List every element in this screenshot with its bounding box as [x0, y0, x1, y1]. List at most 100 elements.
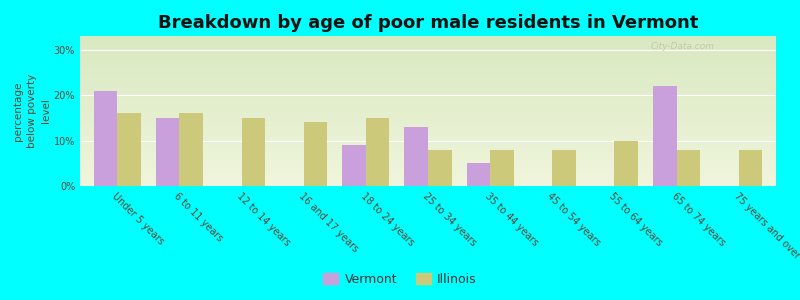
- Bar: [80, 79, 776, 80]
- Bar: [80, 130, 776, 131]
- Bar: [80, 137, 776, 139]
- Bar: [80, 62, 776, 64]
- Bar: [80, 124, 776, 125]
- Bar: [80, 166, 776, 167]
- Bar: [80, 60, 776, 61]
- Bar: [342, 145, 366, 186]
- Bar: [80, 107, 776, 109]
- Bar: [80, 171, 776, 172]
- Bar: [80, 172, 776, 173]
- Bar: [80, 134, 776, 135]
- Bar: [80, 131, 776, 132]
- Bar: [80, 118, 776, 120]
- Bar: [80, 150, 776, 151]
- Bar: [80, 128, 776, 130]
- Bar: [80, 156, 776, 157]
- Bar: [80, 85, 776, 86]
- Text: City-Data.com: City-Data.com: [650, 42, 714, 51]
- Bar: [738, 150, 762, 186]
- Legend: Vermont, Illinois: Vermont, Illinois: [318, 268, 482, 291]
- Bar: [80, 135, 776, 136]
- Bar: [80, 152, 776, 154]
- Bar: [80, 116, 776, 117]
- Bar: [80, 141, 776, 142]
- Bar: [80, 67, 776, 68]
- Bar: [80, 66, 776, 67]
- Title: Breakdown by age of poor male residents in Vermont: Breakdown by age of poor male residents …: [158, 14, 698, 32]
- Bar: [80, 87, 776, 88]
- Bar: [80, 65, 776, 66]
- Bar: [80, 184, 776, 185]
- Bar: [80, 41, 776, 42]
- Bar: [80, 157, 776, 158]
- Bar: [156, 118, 179, 186]
- Bar: [80, 120, 776, 121]
- Bar: [80, 46, 776, 47]
- Bar: [80, 88, 776, 90]
- Bar: [80, 182, 776, 184]
- Bar: [80, 148, 776, 150]
- Bar: [80, 112, 776, 113]
- Bar: [304, 122, 327, 186]
- Bar: [80, 167, 776, 169]
- Bar: [80, 142, 776, 143]
- Y-axis label: percentage
below poverty
level: percentage below poverty level: [13, 74, 51, 148]
- Bar: [80, 126, 776, 127]
- Bar: [80, 97, 776, 98]
- Bar: [80, 101, 776, 102]
- Bar: [80, 52, 776, 53]
- Bar: [80, 36, 776, 37]
- Bar: [80, 68, 776, 70]
- Bar: [80, 162, 776, 164]
- Bar: [80, 57, 776, 59]
- Bar: [80, 160, 776, 161]
- Bar: [80, 125, 776, 126]
- Bar: [80, 83, 776, 85]
- Bar: [80, 127, 776, 128]
- Bar: [80, 143, 776, 145]
- Bar: [80, 122, 776, 124]
- Bar: [80, 91, 776, 92]
- Bar: [80, 90, 776, 91]
- Bar: [80, 185, 776, 186]
- Bar: [80, 75, 776, 76]
- Bar: [80, 151, 776, 152]
- Bar: [80, 110, 776, 111]
- Bar: [80, 37, 776, 38]
- Bar: [80, 136, 776, 137]
- Bar: [80, 56, 776, 57]
- Bar: [80, 80, 776, 81]
- Bar: [80, 92, 776, 94]
- Bar: [404, 127, 428, 186]
- Bar: [80, 61, 776, 62]
- Bar: [80, 55, 776, 56]
- Bar: [80, 139, 776, 140]
- Bar: [80, 158, 776, 160]
- Bar: [80, 53, 776, 55]
- Bar: [80, 45, 776, 46]
- Bar: [80, 77, 776, 79]
- Bar: [80, 155, 776, 156]
- Bar: [80, 82, 776, 83]
- Bar: [614, 140, 638, 186]
- Bar: [80, 49, 776, 50]
- Bar: [80, 64, 776, 65]
- Bar: [80, 140, 776, 141]
- Bar: [80, 47, 776, 49]
- Bar: [80, 132, 776, 134]
- Bar: [80, 51, 776, 52]
- Bar: [80, 76, 776, 77]
- Bar: [80, 96, 776, 97]
- Bar: [94, 91, 118, 186]
- Bar: [80, 103, 776, 105]
- Bar: [80, 177, 776, 178]
- Bar: [80, 180, 776, 181]
- Bar: [118, 113, 141, 186]
- Bar: [653, 86, 677, 186]
- Bar: [80, 147, 776, 148]
- Bar: [80, 165, 776, 166]
- Bar: [80, 111, 776, 112]
- Bar: [80, 109, 776, 110]
- Bar: [80, 146, 776, 147]
- Bar: [80, 81, 776, 82]
